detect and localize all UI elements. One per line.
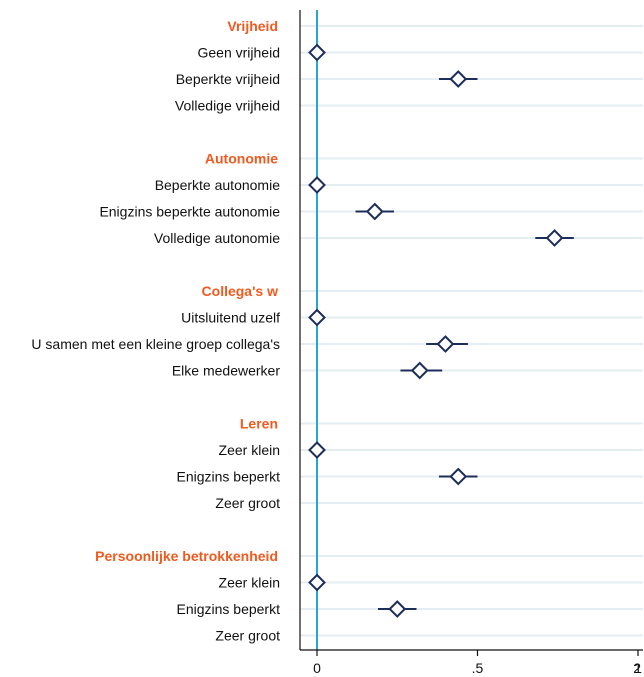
- point-marker: [388, 600, 407, 618]
- category-label: U samen met een kleine groep collega's: [31, 336, 280, 352]
- point-marker: [449, 467, 468, 486]
- category-label: Volledige vrijheid: [175, 98, 280, 114]
- x-tick-label: .5: [472, 660, 484, 676]
- category-labels: Vrijheid Geen vrijheid Beperkte vrijheid Vo…: [31, 18, 280, 644]
- group-header: Autonomie: [205, 151, 278, 167]
- category-label: Zeer groot: [215, 628, 280, 644]
- group-header: Leren: [240, 416, 278, 432]
- point-marker: [365, 202, 384, 221]
- category-label: Enigzins beperkt: [176, 469, 280, 485]
- grid-lines: [300, 25, 643, 637]
- category-label: Zeer groot: [215, 495, 280, 511]
- category-label: Zeer klein: [219, 575, 280, 591]
- x-tick-label: 1: [634, 660, 642, 676]
- group-header: Vrijheid: [227, 18, 278, 34]
- point-marker: [308, 441, 326, 459]
- category-label: Enigzins beperkt: [176, 601, 280, 617]
- x-tick-label: 0: [313, 660, 321, 676]
- point-marker: [308, 176, 326, 194]
- axes: 0.511.52: [299, 10, 643, 676]
- category-label: Enigzins beperkte autonomie: [99, 204, 280, 220]
- category-label: Geen vrijheid: [198, 45, 281, 61]
- point-marker: [308, 43, 326, 62]
- category-label: Volledige autonomie: [154, 230, 280, 246]
- point-marker: [436, 335, 455, 353]
- category-label: Zeer klein: [219, 442, 280, 458]
- group-header: Collega's w: [202, 283, 279, 299]
- markers: [308, 43, 574, 618]
- point-marker: [308, 308, 326, 327]
- category-label: Beperkte vrijheid: [176, 71, 280, 87]
- group-header: Persoonlijke betrokkenheid: [95, 548, 278, 564]
- point-marker: [410, 361, 429, 380]
- x-tick-label: 2: [633, 660, 641, 676]
- category-label: Beperkte autonomie: [155, 177, 281, 193]
- point-marker: [545, 229, 564, 247]
- category-label: Elke medewerker: [172, 363, 280, 379]
- point-marker: [308, 573, 326, 592]
- category-label: Uitsluitend uzelf: [181, 310, 280, 326]
- point-marker: [449, 70, 468, 88]
